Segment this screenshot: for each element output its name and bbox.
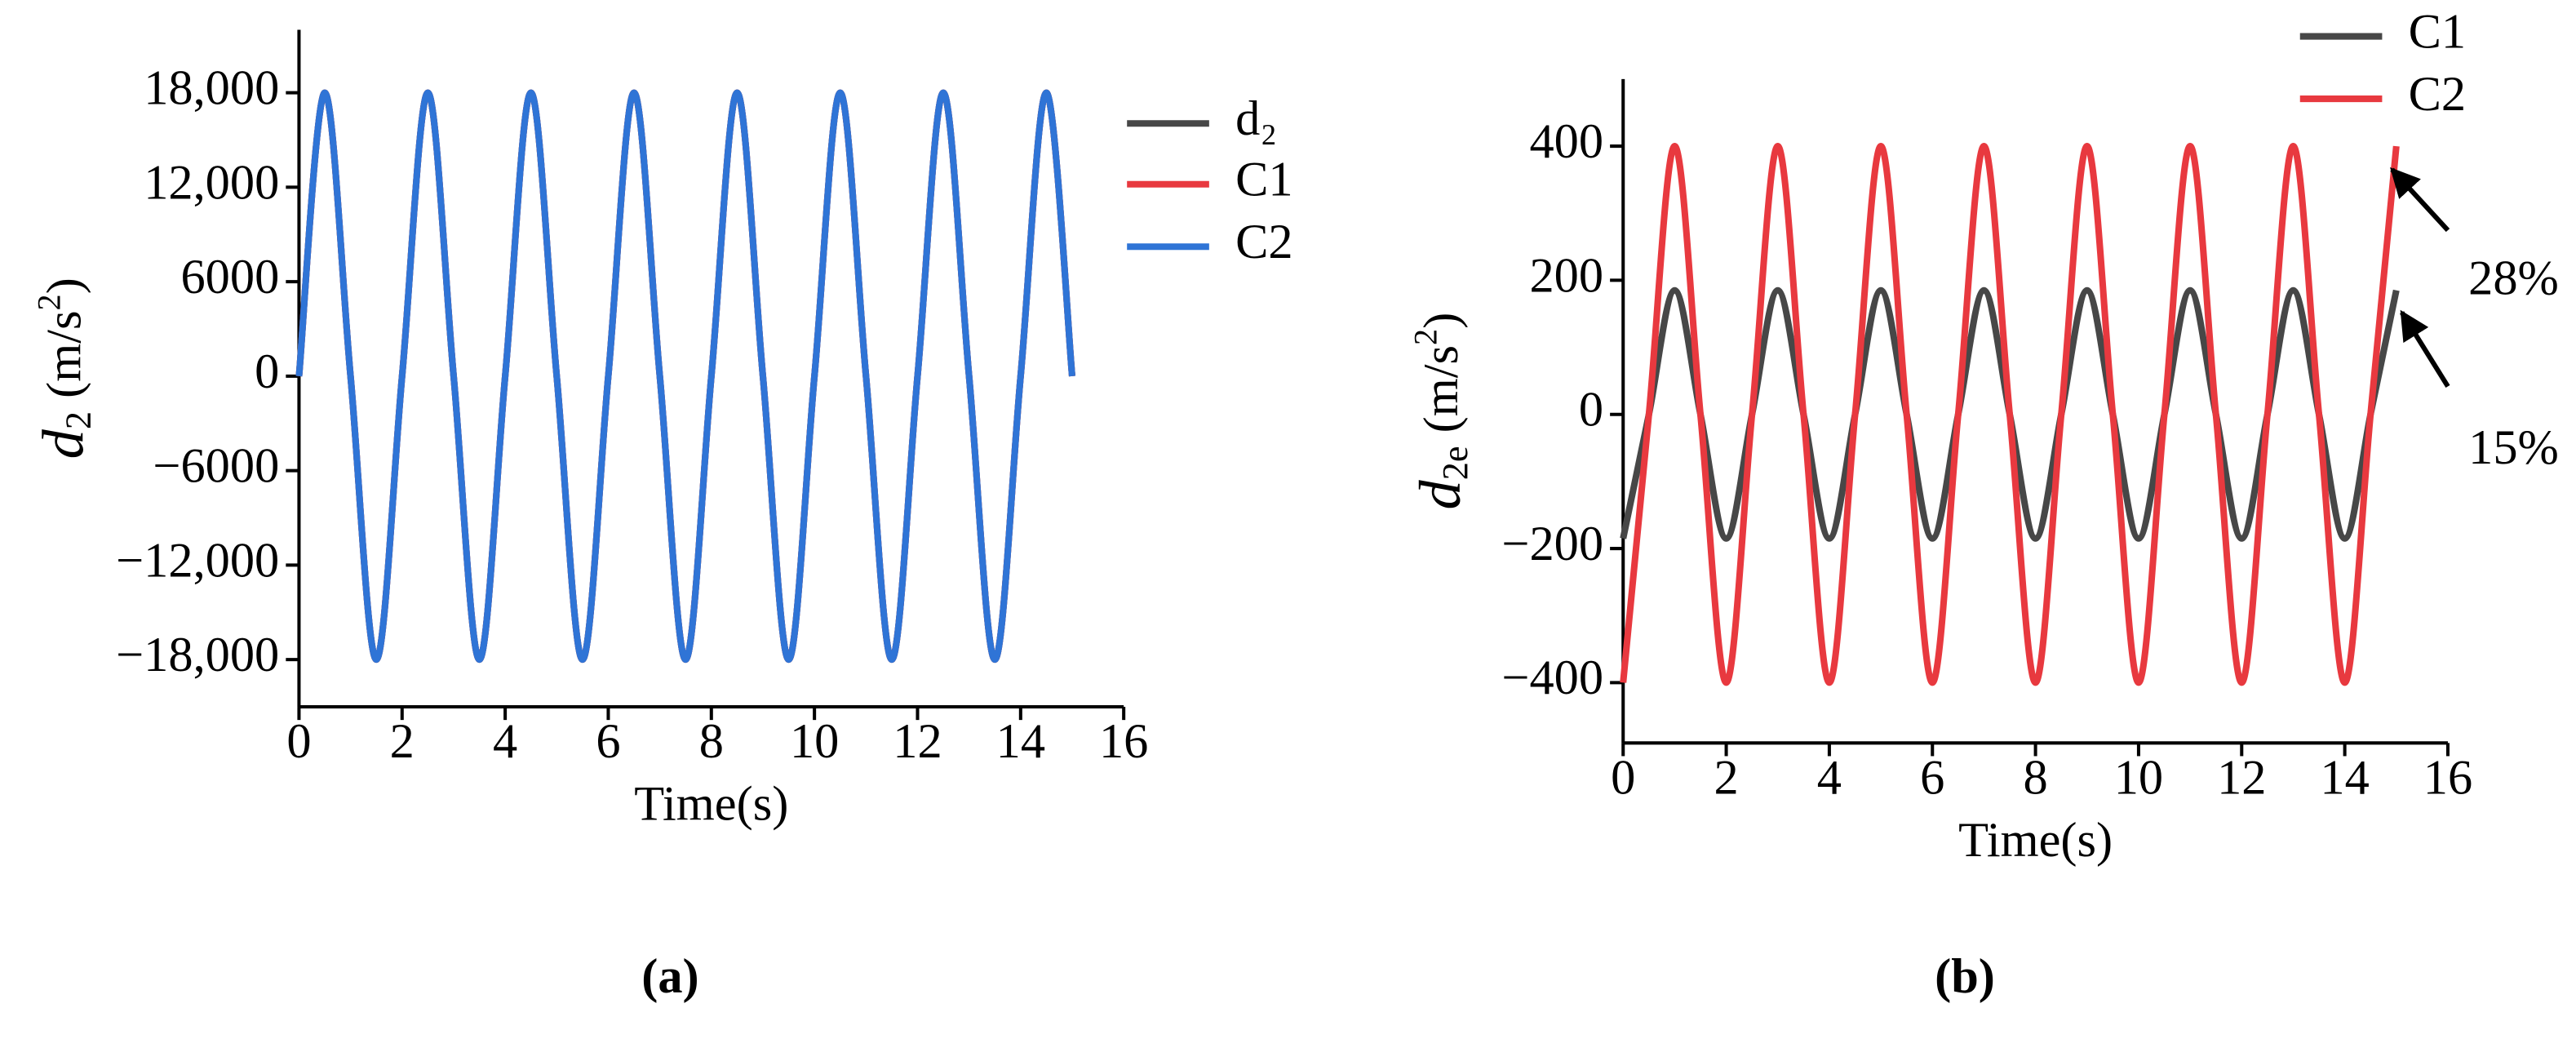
y-label-unit: (m/s: [37, 310, 91, 397]
chart-panel: −400 −200 0 200 400 0 2 4 6 8 10 12 14 16 Time(s) d2e (m…: [1406, 4, 2558, 1004]
caption: (b): [1935, 949, 1995, 1004]
x-axis-label: Time(s): [1958, 813, 2113, 868]
annotation-arrow: [2390, 167, 2450, 233]
x-tick-label: 2: [390, 714, 415, 769]
y-tick-label: 400: [1529, 114, 1603, 169]
y-label-superscript: 2: [1408, 329, 1444, 345]
x-tick-label: 6: [1920, 751, 1944, 806]
x-axis-label: Time(s): [634, 777, 788, 832]
x-tick-label: 16: [2423, 751, 2472, 806]
x-tick-label: 16: [1099, 714, 1148, 769]
legend-label: C1: [2409, 4, 2466, 59]
annotation-arrow: [2400, 309, 2450, 389]
y-axis-label: d2e (m/s2): [1406, 313, 1475, 510]
y-label-symbol: d: [1406, 479, 1472, 509]
y-tick-label: 6000: [180, 250, 279, 304]
legend-label: C2: [1235, 215, 1292, 269]
x-tick-label: 6: [596, 714, 620, 769]
x-tick-label: 0: [286, 714, 311, 769]
x-tick-label: 2: [1714, 751, 1738, 806]
legend-label: C1: [1235, 153, 1292, 207]
x-tick-label: 4: [1817, 751, 1842, 806]
annotation: 15%: [2468, 420, 2559, 475]
y-label-close: ): [1414, 313, 1469, 329]
y-tick-label: −6000: [153, 439, 279, 494]
y-tick-label: 12,000: [144, 155, 279, 210]
y-tick-label: −12,000: [116, 533, 279, 588]
chart-panel: −18,000 −12,000 −6000 0 6000 12,000 18,000 0 2 4 6…: [29, 29, 1293, 1004]
caption: (a): [641, 949, 698, 1004]
y-tick-label: 0: [1579, 383, 1603, 437]
y-label-subscript: 2e: [1435, 446, 1475, 480]
y-tick-label: −200: [1501, 517, 1603, 571]
y-tick-label: −400: [1501, 650, 1603, 705]
x-tick-label: 10: [790, 714, 839, 769]
x-tick-label: 14: [996, 714, 1045, 769]
y-tick-label: 200: [1529, 248, 1603, 303]
data-line: [295, 89, 1076, 664]
y-tick-label: 18,000: [144, 61, 279, 116]
y-label-unit: (m/s: [1414, 345, 1469, 433]
x-tick-label: 0: [1611, 751, 1635, 806]
x-tick-label: 12: [2217, 751, 2266, 806]
y-label-subscript: 2: [59, 411, 99, 429]
data-line: [1620, 143, 2400, 686]
y-axis-label: d2(m/s2): [29, 278, 99, 459]
annotation: 28%: [2468, 251, 2559, 305]
x-tick-label: 12: [893, 714, 942, 769]
x-tick-label: 8: [2023, 751, 2047, 806]
x-tick-label: 10: [2114, 751, 2163, 806]
x-tick-label: 8: [699, 714, 724, 769]
y-label-close: ): [37, 278, 91, 294]
legend-label: C2: [2409, 67, 2466, 122]
y-label-superscript: 2: [31, 294, 68, 310]
y-tick-label: −18,000: [116, 628, 279, 682]
x-tick-label: 4: [493, 714, 517, 769]
y-label-symbol: d: [29, 428, 95, 459]
legend-label: d₂: [1235, 91, 1277, 146]
y-tick-label: 0: [255, 344, 279, 399]
x-tick-label: 14: [2320, 751, 2369, 806]
